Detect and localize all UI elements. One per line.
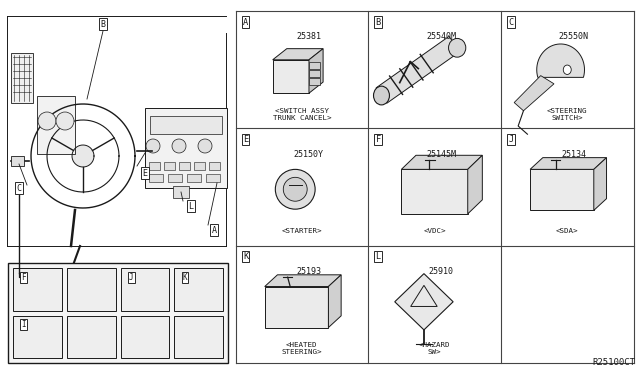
- Bar: [149, 162, 160, 170]
- Polygon shape: [376, 36, 460, 103]
- Text: R25100CT: R25100CT: [592, 358, 635, 367]
- Text: 25150Y: 25150Y: [294, 150, 323, 158]
- Text: <STEERING
SWITCH>: <STEERING SWITCH>: [547, 108, 588, 121]
- Bar: [13, 315, 61, 358]
- Polygon shape: [401, 155, 483, 169]
- Bar: [168, 174, 182, 182]
- Bar: [206, 174, 220, 182]
- Polygon shape: [530, 158, 607, 169]
- Bar: [13, 268, 61, 311]
- Text: 25550N: 25550N: [559, 32, 589, 41]
- Bar: [150, 116, 222, 134]
- Text: <HEATED
STEERING>: <HEATED STEERING>: [282, 342, 322, 355]
- Text: J: J: [129, 273, 134, 282]
- Text: <VDC>: <VDC>: [423, 228, 446, 234]
- Bar: [174, 315, 223, 358]
- Bar: [149, 174, 163, 182]
- Bar: [179, 162, 190, 170]
- Text: F: F: [376, 135, 381, 144]
- Text: K: K: [243, 252, 248, 261]
- Ellipse shape: [563, 65, 572, 74]
- Circle shape: [56, 112, 74, 130]
- Bar: [11, 53, 33, 103]
- Circle shape: [38, 112, 56, 130]
- Bar: [173, 186, 189, 198]
- Polygon shape: [309, 70, 319, 77]
- Bar: [530, 169, 594, 211]
- Polygon shape: [328, 275, 341, 327]
- Polygon shape: [594, 158, 607, 211]
- Text: K: K: [182, 273, 188, 282]
- Circle shape: [275, 169, 315, 209]
- Text: B: B: [100, 19, 106, 29]
- Ellipse shape: [374, 86, 390, 105]
- Ellipse shape: [449, 38, 466, 57]
- Text: <SWITCH ASSY
TRUNK CANCEL>: <SWITCH ASSY TRUNK CANCEL>: [273, 108, 331, 121]
- Bar: [67, 268, 115, 311]
- Text: 25193: 25193: [296, 267, 321, 276]
- Text: <STARTER>: <STARTER>: [282, 228, 322, 234]
- Polygon shape: [514, 76, 554, 111]
- Text: A: A: [243, 17, 248, 27]
- Bar: [37, 96, 75, 154]
- Polygon shape: [309, 62, 319, 69]
- Circle shape: [284, 177, 307, 201]
- Text: B: B: [376, 17, 381, 27]
- Bar: [164, 162, 175, 170]
- Circle shape: [198, 139, 212, 153]
- Polygon shape: [537, 44, 584, 77]
- Text: A: A: [211, 225, 216, 234]
- Text: L: L: [376, 252, 381, 261]
- Polygon shape: [273, 49, 323, 60]
- Bar: [120, 315, 169, 358]
- Polygon shape: [72, 145, 94, 167]
- Text: <HAZARD
SW>: <HAZARD SW>: [419, 342, 451, 355]
- Bar: [145, 108, 227, 188]
- Text: J: J: [508, 135, 513, 144]
- Bar: [120, 268, 169, 311]
- Bar: [265, 286, 328, 327]
- Bar: [194, 162, 205, 170]
- Text: F: F: [21, 273, 26, 282]
- Polygon shape: [395, 274, 453, 330]
- Text: L: L: [189, 202, 193, 211]
- Text: E: E: [143, 169, 147, 177]
- Text: 25910: 25910: [429, 267, 454, 276]
- Bar: [8, 263, 228, 363]
- Polygon shape: [309, 49, 323, 93]
- Text: 25134: 25134: [561, 150, 586, 158]
- Polygon shape: [273, 60, 309, 93]
- Bar: [187, 174, 201, 182]
- Text: 25145M: 25145M: [426, 150, 456, 158]
- Polygon shape: [265, 275, 341, 286]
- Circle shape: [146, 139, 160, 153]
- Bar: [67, 315, 115, 358]
- Polygon shape: [468, 155, 483, 214]
- Bar: [401, 169, 468, 214]
- Polygon shape: [309, 78, 319, 85]
- Text: <SDA>: <SDA>: [556, 228, 579, 234]
- Text: I: I: [21, 320, 26, 329]
- Text: C: C: [508, 17, 513, 27]
- Bar: [209, 162, 220, 170]
- Text: E: E: [243, 135, 248, 144]
- Text: 25381: 25381: [296, 32, 321, 41]
- Text: 25540M: 25540M: [426, 32, 456, 41]
- Text: C: C: [17, 183, 22, 192]
- Circle shape: [172, 139, 186, 153]
- Bar: [174, 268, 223, 311]
- Polygon shape: [11, 156, 24, 166]
